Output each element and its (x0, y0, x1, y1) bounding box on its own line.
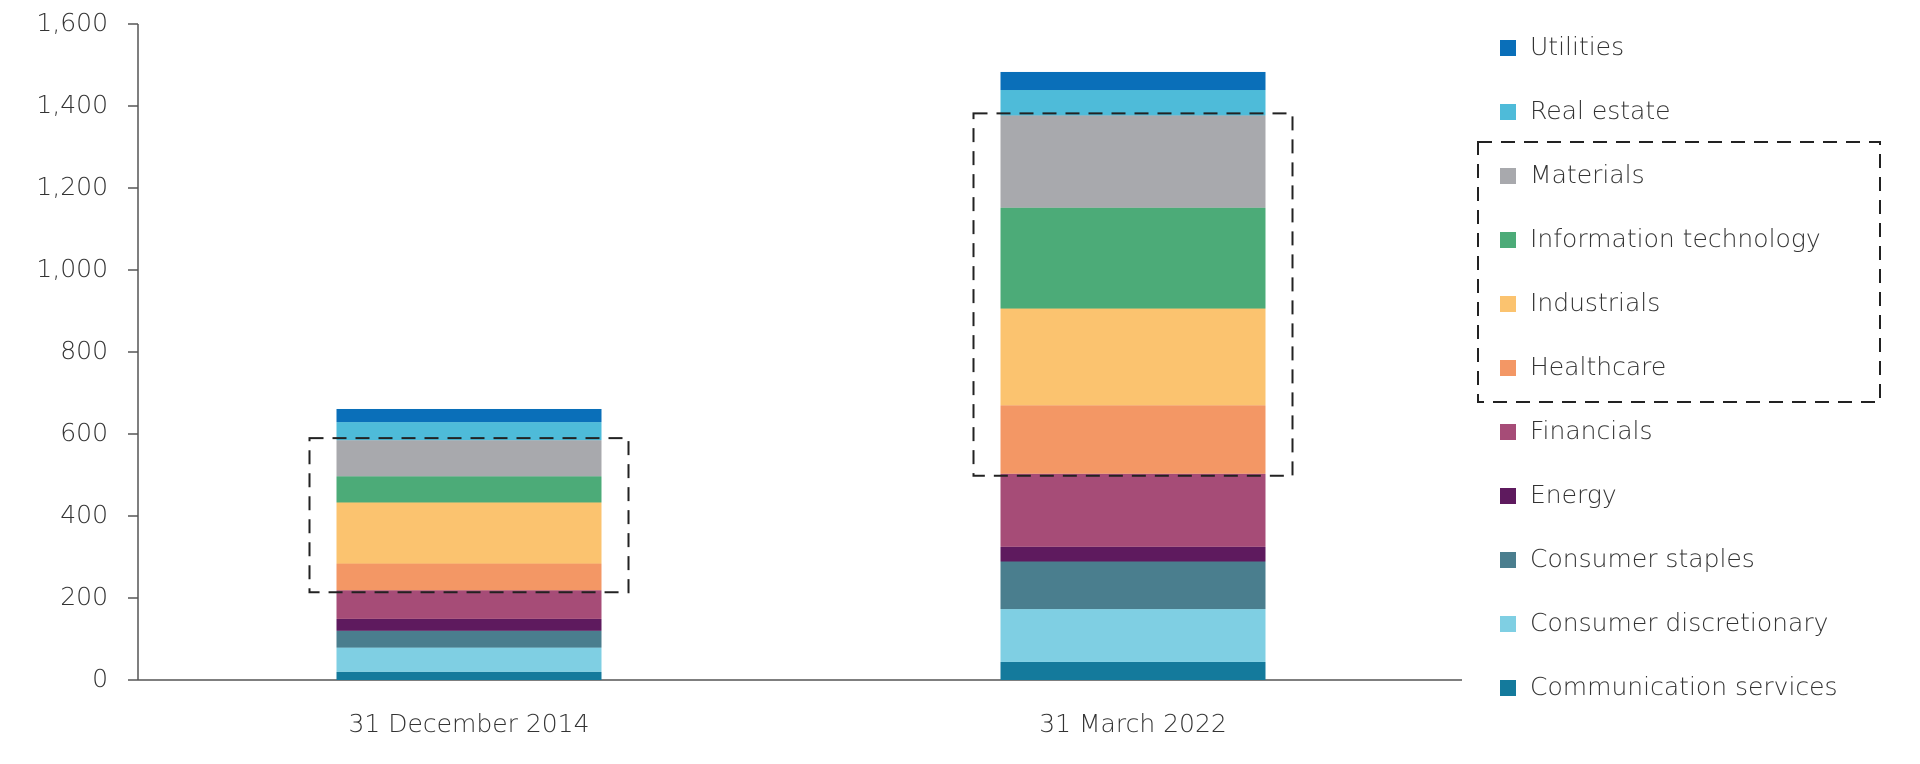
legend-swatch (1500, 360, 1516, 376)
y-tick-label: 400 (60, 500, 108, 529)
legend-highlight-box (1477, 141, 1881, 403)
legend-swatch (1500, 552, 1516, 568)
bar-segment (336, 618, 602, 631)
bar-segment (336, 671, 602, 680)
legend-label: Energy (1530, 480, 1617, 509)
legend-label: Industrials (1530, 288, 1660, 317)
legend-swatch (1500, 424, 1516, 440)
y-tick-label: 1,400 (36, 90, 108, 119)
bar-segment (1000, 207, 1266, 309)
bar-segment (336, 630, 602, 648)
bar-segment (336, 563, 602, 591)
highlight-box (972, 112, 1294, 477)
legend-label: Real estate (1530, 96, 1671, 125)
legend-swatch (1500, 104, 1516, 120)
legend-swatch (1500, 488, 1516, 504)
legend-swatch (1500, 232, 1516, 248)
bar-segment (336, 422, 602, 441)
y-tick-label: 1,200 (36, 172, 108, 201)
legend-swatch (1500, 296, 1516, 312)
bar-segment (1000, 90, 1266, 116)
bar-segment (1000, 71, 1266, 91)
highlight-box (308, 437, 630, 594)
legend-label: Consumer discretionary (1530, 608, 1828, 637)
legend-label: Utilities (1530, 32, 1624, 61)
bar-segment (336, 590, 602, 619)
bar-segment (1000, 473, 1266, 547)
legend-label: Communication services (1530, 672, 1838, 701)
y-tick-label: 1,000 (36, 254, 108, 283)
bar-segment (336, 476, 602, 503)
bar-segment (1000, 546, 1266, 562)
y-tick-label: 0 (92, 664, 108, 693)
bar-segment (1000, 561, 1266, 610)
x-tick-label: 31 December 2014 (349, 709, 590, 738)
legend-label: Financials (1530, 416, 1653, 445)
bar-segment (1000, 405, 1266, 474)
bar-segment (336, 440, 602, 477)
legend-swatch (1500, 616, 1516, 632)
legend-label: Materials (1530, 160, 1645, 189)
legend-label: Consumer staples (1530, 544, 1755, 573)
legend-swatch (1500, 168, 1516, 184)
bar-segment (1000, 308, 1266, 406)
y-tick-label: 800 (60, 336, 108, 365)
legend-label: Information technology (1530, 224, 1821, 253)
bar-segment (336, 408, 602, 423)
y-tick-label: 200 (60, 582, 108, 611)
bar-segment (1000, 661, 1266, 680)
x-tick-label: 31 March 2022 (1039, 709, 1227, 738)
bar-segment (336, 647, 602, 672)
legend-label: Healthcare (1530, 352, 1666, 381)
bar-segment (1000, 115, 1266, 208)
y-tick-label: 1,600 (36, 8, 108, 37)
bar-segment (336, 502, 602, 564)
bar-segment (1000, 609, 1266, 662)
legend-swatch (1500, 680, 1516, 696)
legend-swatch (1500, 40, 1516, 56)
y-tick-label: 600 (60, 418, 108, 447)
